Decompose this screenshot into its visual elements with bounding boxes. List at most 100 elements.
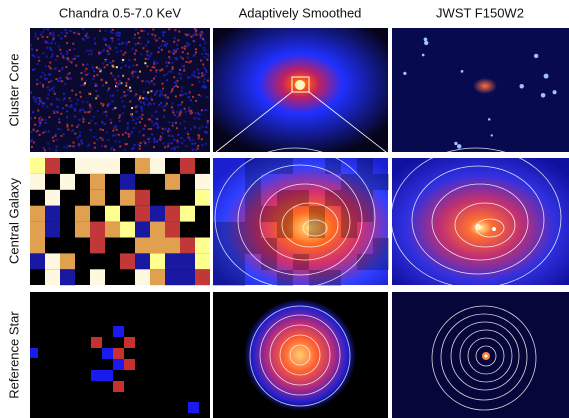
texture xyxy=(59,77,61,79)
texture xyxy=(156,40,158,42)
texture xyxy=(30,174,45,190)
texture xyxy=(32,54,34,56)
texture xyxy=(145,81,147,83)
texture xyxy=(173,76,175,78)
texture xyxy=(126,94,128,96)
texture xyxy=(54,68,56,70)
texture xyxy=(60,253,75,269)
texture xyxy=(165,222,180,238)
texture xyxy=(37,63,39,65)
texture xyxy=(245,190,261,206)
texture xyxy=(69,30,71,32)
texture xyxy=(122,112,124,114)
texture xyxy=(105,222,120,238)
texture xyxy=(30,158,45,174)
texture xyxy=(150,69,152,71)
texture xyxy=(70,100,72,102)
texture xyxy=(56,106,58,108)
texture xyxy=(40,116,42,118)
texture xyxy=(129,87,131,89)
texture xyxy=(48,131,50,133)
texture xyxy=(373,174,389,190)
texture xyxy=(144,103,146,105)
texture xyxy=(51,80,53,82)
texture xyxy=(153,138,155,140)
texture xyxy=(46,56,48,58)
texture xyxy=(204,56,206,58)
texture xyxy=(69,145,71,147)
texture xyxy=(176,127,178,129)
texture xyxy=(161,68,163,70)
texture xyxy=(197,76,199,78)
texture xyxy=(154,38,156,40)
texture xyxy=(204,86,206,88)
texture xyxy=(79,119,81,121)
texture xyxy=(100,103,102,105)
texture xyxy=(181,137,183,139)
texture xyxy=(52,34,54,36)
texture xyxy=(519,84,523,88)
texture xyxy=(182,94,184,96)
texture xyxy=(213,270,229,286)
texture xyxy=(30,222,45,238)
texture xyxy=(169,71,171,73)
texture xyxy=(127,89,129,91)
texture xyxy=(95,85,97,87)
texture xyxy=(53,90,55,92)
texture xyxy=(457,144,462,149)
texture xyxy=(151,80,153,82)
texture xyxy=(182,65,184,67)
texture xyxy=(58,34,60,36)
texture xyxy=(61,68,63,70)
texture xyxy=(178,31,180,33)
texture xyxy=(93,75,95,77)
texture xyxy=(128,41,130,43)
texture xyxy=(44,78,46,80)
texture xyxy=(50,49,52,51)
texture xyxy=(63,133,65,135)
texture xyxy=(134,71,136,73)
texture xyxy=(49,148,51,150)
texture xyxy=(77,55,79,57)
chandra-star xyxy=(30,292,210,418)
texture xyxy=(60,113,62,115)
texture xyxy=(199,44,201,46)
texture xyxy=(153,78,155,80)
texture xyxy=(124,149,126,151)
texture xyxy=(189,139,191,141)
texture xyxy=(96,74,98,76)
texture xyxy=(39,82,41,84)
texture xyxy=(118,35,120,37)
texture xyxy=(150,97,152,99)
texture xyxy=(204,42,206,44)
texture xyxy=(172,102,174,104)
texture xyxy=(159,69,161,71)
texture xyxy=(131,131,133,133)
texture xyxy=(94,42,96,44)
texture xyxy=(73,32,75,34)
texture xyxy=(101,145,103,147)
texture xyxy=(187,57,189,59)
texture xyxy=(195,253,210,269)
texture xyxy=(55,133,57,135)
texture xyxy=(139,116,141,118)
texture xyxy=(204,131,206,133)
texture xyxy=(131,107,133,109)
texture xyxy=(193,126,195,128)
texture xyxy=(128,66,130,68)
texture xyxy=(193,40,195,42)
texture xyxy=(123,91,125,93)
texture xyxy=(229,270,245,286)
texture xyxy=(198,72,200,74)
texture xyxy=(45,190,60,206)
texture xyxy=(95,90,97,92)
texture xyxy=(47,28,49,30)
texture xyxy=(168,128,170,130)
texture xyxy=(159,90,161,92)
texture xyxy=(176,80,178,82)
texture xyxy=(136,118,138,120)
texture xyxy=(90,174,105,190)
texture xyxy=(195,174,210,190)
texture xyxy=(109,103,111,105)
texture xyxy=(125,82,127,84)
